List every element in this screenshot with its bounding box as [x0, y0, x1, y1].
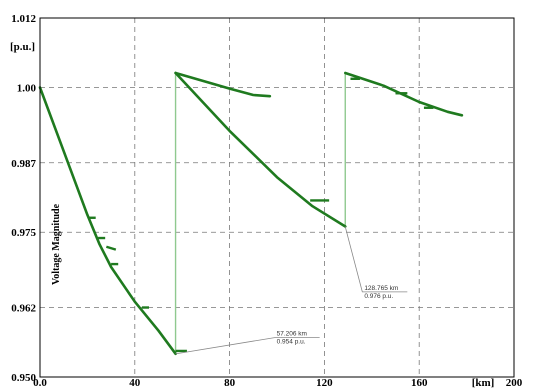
drop-lines: [174, 73, 346, 354]
y-tick-label: 0.950: [11, 372, 36, 384]
y-unit-label: [p.u.]: [10, 41, 35, 53]
annotation-text: 128.765 km: [364, 285, 398, 292]
x-tick-label: 160: [411, 377, 428, 388]
y-tick-label: 1.00: [17, 82, 37, 94]
x-tick-label: 40: [129, 377, 141, 388]
annotation-text: 0.954 p.u.: [277, 339, 306, 346]
y-tick-labels: 0.950 0.962 0.975 0.987 1.00 1.012: [11, 13, 36, 384]
x-tick-label: 0.0: [33, 377, 47, 388]
x-tick-label: 200: [506, 377, 523, 388]
series-markers: [88, 77, 434, 353]
annotation-text: 57.206 km: [277, 331, 307, 338]
series-line: [38, 86, 177, 356]
series-line: [174, 71, 272, 98]
annotation-text: 0.976 p.u.: [364, 293, 393, 300]
annotations: 57.206 km0.954 p.u. 128.765 km0.976 p.u.: [175, 226, 408, 355]
x-tick-label: 120: [316, 377, 333, 388]
y-axis-label: Voltage Magnitude: [51, 203, 62, 285]
series-line: [174, 71, 347, 228]
series-lines: [38, 71, 464, 356]
x-tick-labels: 0.0 40 80 120 160 200: [33, 377, 523, 388]
x-unit-label: [km]: [472, 377, 495, 388]
y-tick-label: 1.012: [11, 13, 36, 25]
plot-area: [40, 18, 514, 377]
x-tick-label: 80: [224, 377, 236, 388]
y-tick-label: 0.975: [11, 227, 36, 239]
series-line: [343, 71, 464, 117]
grid-lines: [40, 18, 514, 377]
series-marker: [106, 245, 117, 251]
plot-frame: [39, 17, 515, 378]
y-tick-label: 0.962: [11, 303, 36, 315]
annotation-leader: [175, 337, 320, 355]
annotation-leader: [344, 226, 408, 293]
y-tick-label: 0.987: [11, 158, 36, 170]
